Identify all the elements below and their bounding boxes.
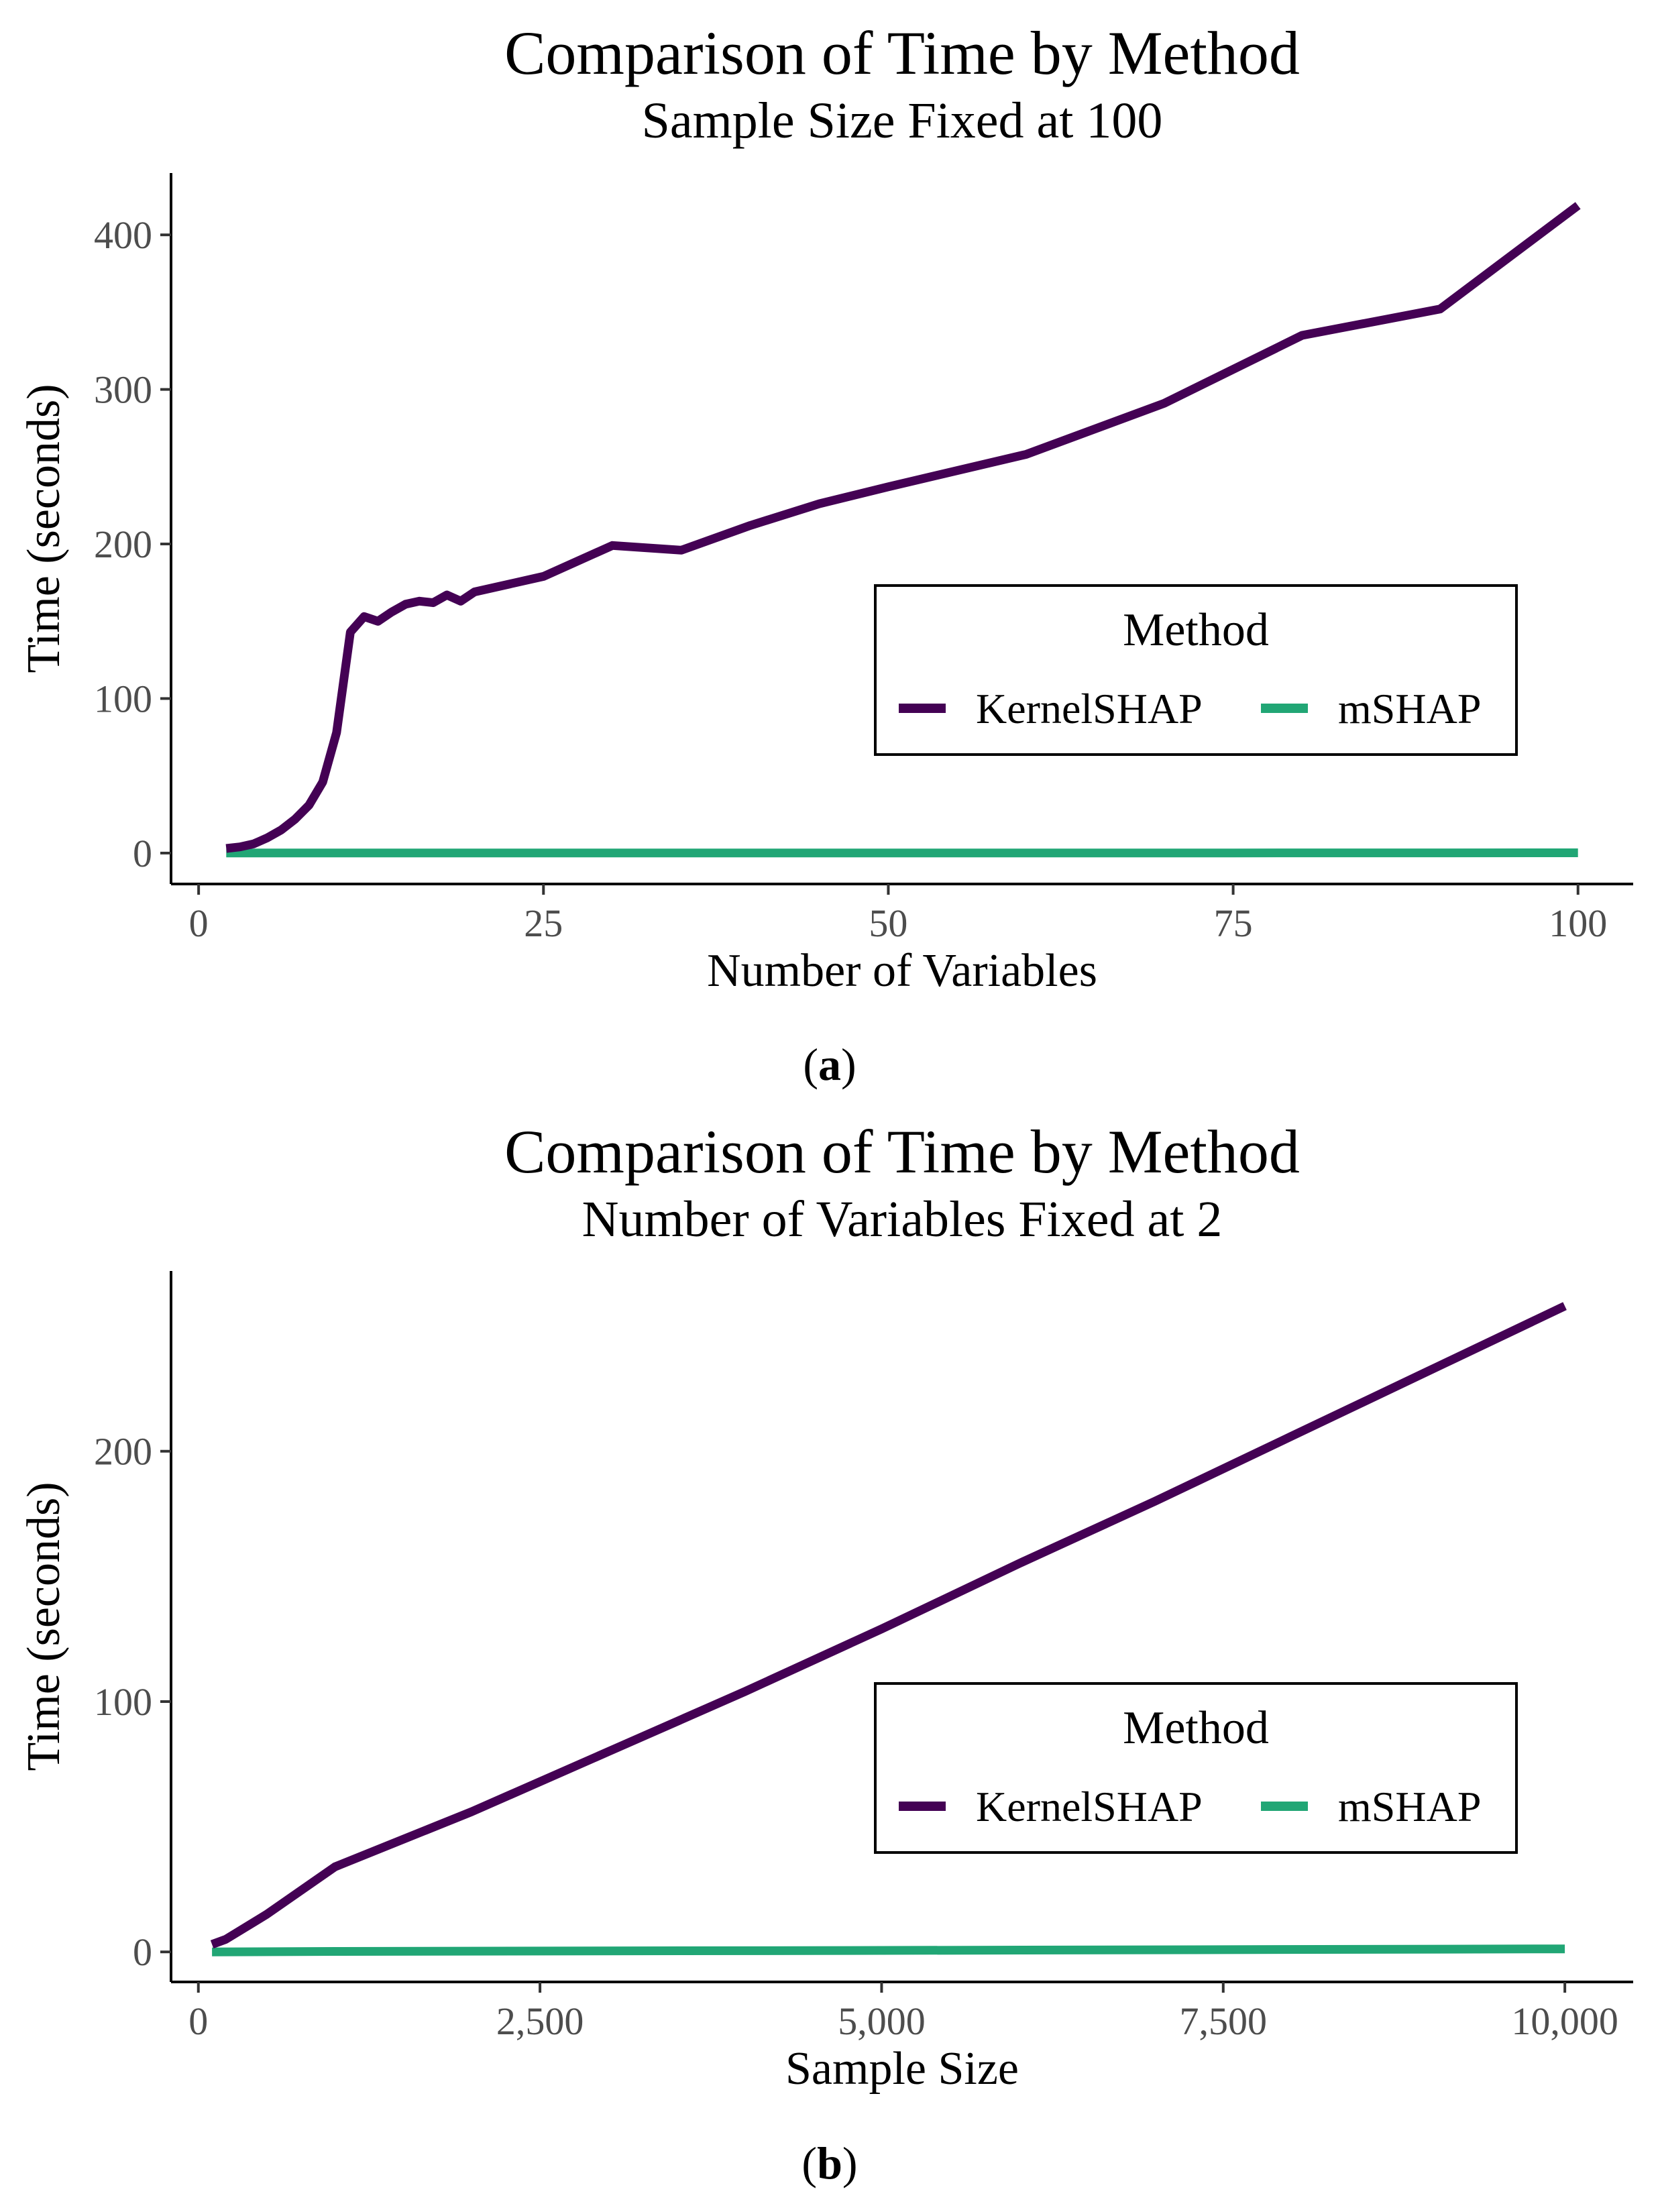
- y-tick-label: 100: [94, 677, 152, 720]
- legend: Method KernelSHAP mSHAP: [874, 584, 1518, 756]
- y-tick-label: 200: [94, 1430, 152, 1474]
- legend-box: [874, 1682, 1518, 1854]
- chart-subtitle: Number of Variables Fixed at 2: [582, 1191, 1223, 1248]
- legend-label-kernelshap: KernelSHAP: [976, 1783, 1203, 1830]
- y-axis-title: Time (seconds): [18, 1482, 70, 1771]
- panel-caption-letter: b: [817, 2138, 842, 2189]
- legend-label-kernelshap: KernelSHAP: [976, 685, 1203, 732]
- x-tick-label: 0: [188, 1999, 208, 2043]
- series-lines: [210, 1302, 1567, 1956]
- x-tick-label: 75: [1214, 901, 1253, 945]
- x-tick-label: 100: [1549, 901, 1607, 945]
- x-axis-title: Sample Size: [785, 2043, 1019, 2095]
- series-line-mshap: [212, 1944, 1565, 1956]
- chart-title: Comparison of Time by Method: [504, 1117, 1300, 1186]
- x-tick-label: 50: [869, 901, 907, 945]
- x-tick-label: 2,500: [496, 1999, 584, 2043]
- x-tick-label: 7,500: [1180, 1999, 1268, 2043]
- legend-title: Method: [1123, 604, 1269, 656]
- x-axis-title: Number of Variables: [707, 945, 1097, 997]
- panel-caption-letter: a: [818, 1039, 841, 1090]
- y-axis-title: Time (seconds): [18, 384, 70, 673]
- y-tick-label: 100: [94, 1680, 152, 1724]
- y-tick-label: 0: [133, 1930, 152, 1974]
- legend-label-mshap: mSHAP: [1338, 1783, 1481, 1830]
- chart-panel-b: Comparison of Time by Method Number of V…: [18, 1117, 1633, 2189]
- panel-caption: (b): [801, 2138, 857, 2189]
- y-tick-label: 200: [94, 522, 152, 566]
- series-lines: [225, 202, 1581, 858]
- chart-panel-a: Comparison of Time by Method Sample Size…: [18, 19, 1633, 1090]
- y-tick-label: 0: [133, 832, 152, 875]
- x-tick-label: 25: [524, 901, 563, 945]
- chart-title: Comparison of Time by Method: [504, 19, 1300, 87]
- panel-caption: (a): [803, 1039, 856, 1090]
- legend-title: Method: [1123, 1702, 1269, 1754]
- axis-ticks: 0 25 50 75 100 0 100 200 300 400: [94, 213, 1607, 945]
- chart-subtitle: Sample Size Fixed at 100: [642, 93, 1163, 149]
- series-line-kernelshap: [225, 202, 1581, 853]
- x-tick-label: 5,000: [838, 1999, 926, 2043]
- series-line-kernelshap: [210, 1302, 1567, 1949]
- x-tick-label: 0: [189, 901, 209, 945]
- x-tick-label: 10,000: [1511, 1999, 1618, 2043]
- y-tick-label: 300: [94, 368, 152, 412]
- axis-ticks: 0 2,500 5,000 7,500 10,000 0 100 200: [94, 1430, 1618, 2043]
- y-tick-label: 400: [94, 213, 152, 257]
- legend-label-mshap: mSHAP: [1338, 685, 1481, 732]
- legend: Method KernelSHAP mSHAP: [874, 1682, 1518, 1854]
- legend-box: [874, 584, 1518, 756]
